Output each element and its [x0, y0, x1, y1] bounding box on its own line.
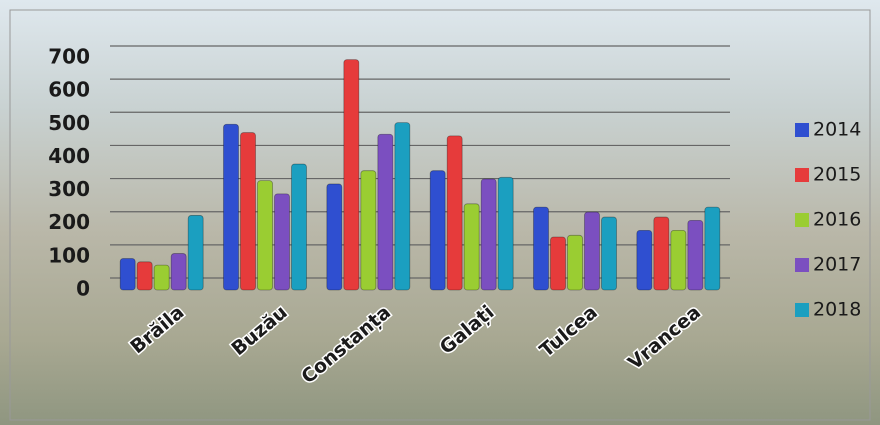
y-tick-label: 500	[48, 111, 90, 135]
legend-swatch	[795, 213, 809, 227]
bar	[223, 123, 239, 291]
bar	[497, 176, 514, 291]
bar	[343, 59, 360, 291]
bar	[153, 264, 170, 291]
legend-swatch	[795, 123, 809, 137]
bar	[257, 180, 273, 291]
bar	[704, 206, 721, 291]
bar	[480, 178, 497, 291]
bar	[446, 135, 463, 291]
y-tick-label: 300	[48, 177, 90, 201]
bar	[170, 253, 187, 291]
y-tick-label: 0	[76, 277, 90, 301]
bar	[291, 163, 307, 291]
legend-label: 2014	[813, 119, 861, 141]
bar	[584, 211, 600, 291]
legend-swatch	[795, 303, 809, 317]
y-tick-label: 600	[48, 78, 90, 102]
bar	[533, 206, 549, 291]
legend-label: 2016	[813, 209, 861, 231]
bar	[653, 216, 670, 291]
bar	[394, 122, 411, 291]
y-tick-label: 400	[48, 144, 90, 168]
bar	[360, 170, 377, 291]
frame	[9, 9, 871, 421]
bar	[636, 229, 653, 291]
legend-swatch	[795, 168, 809, 182]
bar	[274, 193, 290, 291]
bar	[136, 261, 153, 291]
legend-swatch	[795, 258, 809, 272]
bar	[601, 216, 617, 291]
bar	[429, 170, 446, 291]
bar	[687, 219, 704, 291]
bar	[550, 236, 566, 291]
bar	[463, 203, 480, 291]
bar	[187, 215, 204, 291]
y-tick-label: 200	[48, 210, 90, 234]
y-tick-label: 700	[48, 45, 90, 69]
bar	[326, 183, 343, 291]
legend-label: 2017	[813, 254, 861, 276]
legend-label: 2015	[813, 164, 861, 186]
bar	[240, 132, 256, 291]
bar	[567, 234, 583, 291]
legend-label: 2018	[813, 299, 861, 321]
bar	[670, 229, 687, 291]
bar	[377, 133, 394, 291]
y-tick-label: 100	[48, 243, 90, 267]
bar	[119, 258, 136, 291]
